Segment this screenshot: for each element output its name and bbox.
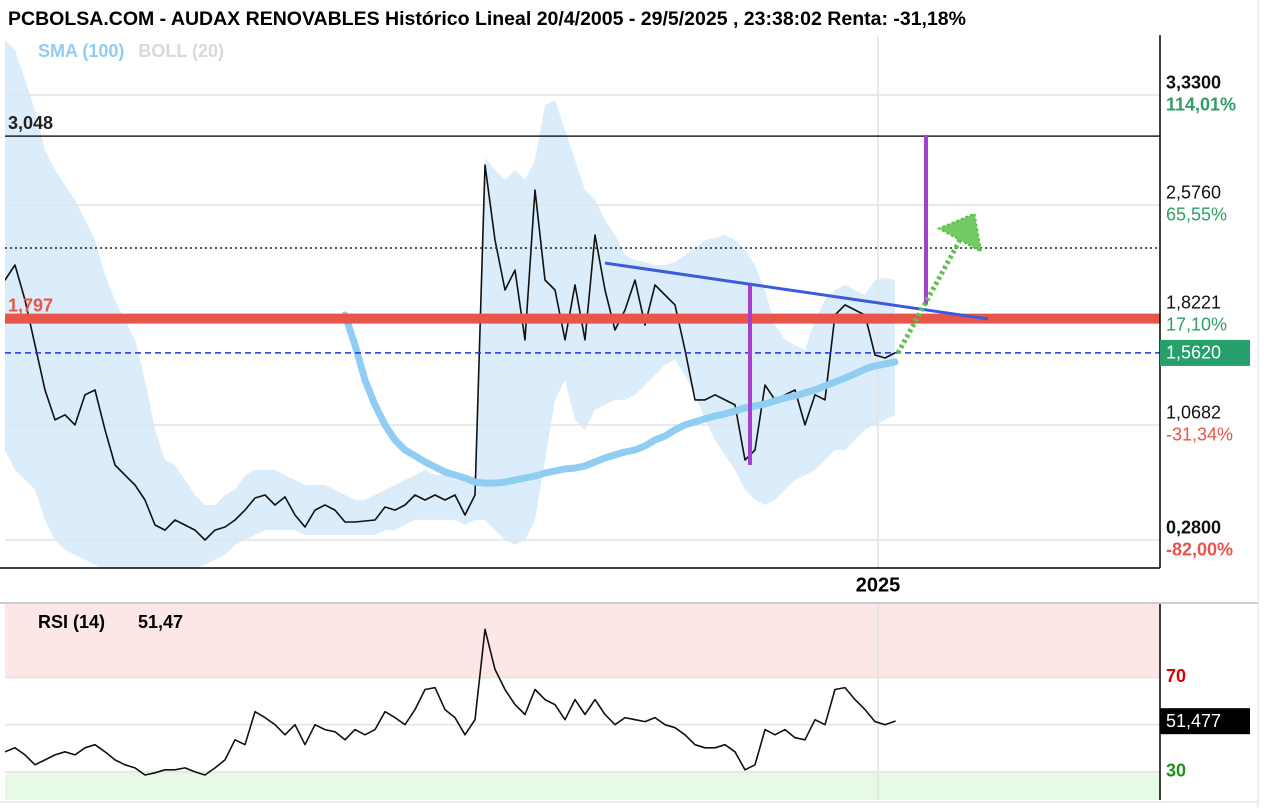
current-value-label: 51,477: [1166, 711, 1221, 731]
y-tick-label: 2,5760: [1166, 183, 1221, 203]
y-tick-change: -31,34%: [1166, 425, 1233, 445]
y-tick-label: 1,0682: [1166, 403, 1221, 423]
labels-layer: PCBOLSA.COM - AUDAX RENOVABLES Histórico…: [8, 8, 1250, 781]
y-tick-label: 70: [1166, 666, 1186, 686]
y-tick-label: 3,3300: [1166, 73, 1221, 93]
price-line: [5, 164, 896, 541]
x-tick-label: 2025: [856, 574, 901, 596]
series-layer: [5, 164, 899, 776]
y-tick-change: 65,55%: [1166, 205, 1227, 225]
y-tick-label: 1,8221: [1166, 293, 1221, 313]
price-label-box: [1160, 339, 1250, 366]
legend-entry: BOLL (20): [138, 41, 224, 61]
line-label: 3,048: [8, 113, 53, 133]
y-tick-label: 30: [1166, 761, 1186, 781]
zones-layer: [5, 604, 1160, 800]
arrow-head: [936, 212, 983, 254]
projection-arrow: [895, 238, 963, 355]
panel-title: RSI (14): [38, 612, 105, 632]
drawings-layer: [5, 134, 1160, 465]
indicator-value: 51,47: [138, 612, 183, 632]
bollinger-band: [5, 40, 895, 568]
sma-line: [341, 311, 899, 487]
y-tick-change: 17,10%: [1166, 315, 1227, 335]
zone: [5, 604, 1160, 678]
current-value-box: [1160, 708, 1250, 735]
y-tick-label: 0,2800: [1166, 518, 1221, 538]
y-tick-change: 114,01%: [1166, 95, 1236, 115]
y-tick-change: -82,00%: [1166, 540, 1233, 560]
zone: [5, 771, 1160, 800]
line-label: 1,797: [8, 295, 53, 315]
chart-title: PCBOLSA.COM - AUDAX RENOVABLES Histórico…: [8, 8, 966, 30]
bands-layer: [5, 40, 895, 568]
price-line: [5, 628, 896, 776]
price-label: 1,5620: [1166, 343, 1221, 363]
legend-entry: SMA (100): [38, 41, 124, 61]
